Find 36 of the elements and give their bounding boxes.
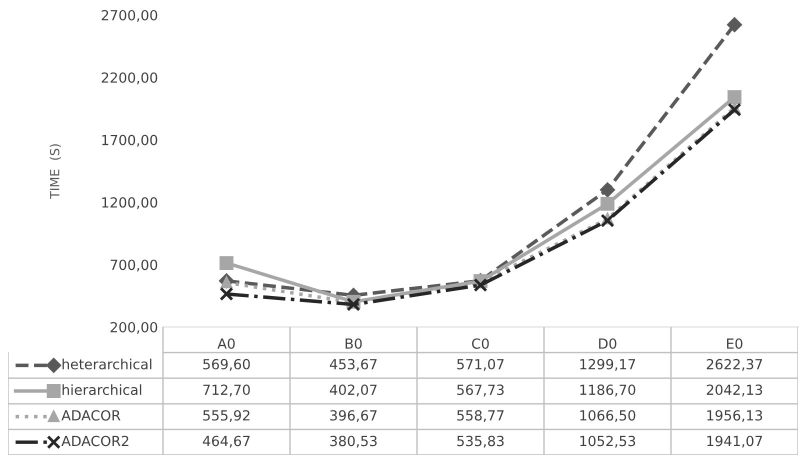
data-label: 1956,13 bbox=[707, 410, 762, 422]
data-label: 569,60 bbox=[203, 358, 250, 371]
y-tick-label: 2200,00 bbox=[102, 72, 158, 84]
data-label: 1186,70 bbox=[580, 384, 636, 396]
y-tick-label: 1200,00 bbox=[102, 197, 158, 210]
y-axis-title: TIME (S) bbox=[50, 144, 61, 199]
data-label: 396,67 bbox=[330, 410, 377, 422]
data-label: 380,53 bbox=[330, 436, 377, 448]
data-label: 1052,53 bbox=[580, 436, 636, 448]
x-tick-label: C0 bbox=[472, 338, 489, 349]
legend-label: hierarchical bbox=[62, 384, 142, 396]
data-label: 402,07 bbox=[330, 384, 377, 396]
legend-label: ADACOR bbox=[61, 410, 120, 421]
y-tick-label: 2700,00 bbox=[102, 10, 158, 22]
data-label: 535,83 bbox=[457, 436, 504, 448]
data-label: 712,70 bbox=[203, 384, 250, 396]
data-label: 567,73 bbox=[457, 384, 504, 396]
legend-label: heterarchical bbox=[62, 358, 152, 370]
data-label: 555,92 bbox=[203, 410, 250, 422]
x-tick-label: B0 bbox=[346, 338, 362, 349]
data-label: 1941,07 bbox=[707, 436, 762, 448]
data-label: 2042,13 bbox=[706, 384, 762, 396]
data-label: 571,07 bbox=[457, 358, 504, 371]
data-label: 1066,50 bbox=[580, 410, 636, 422]
y-tick-label: 200,00 bbox=[110, 322, 158, 334]
data-label: 453,67 bbox=[330, 358, 377, 371]
data-label: 1299,17 bbox=[580, 358, 636, 371]
legend-label: ADACOR2 bbox=[61, 436, 128, 446]
data-label: 2622,37 bbox=[706, 358, 762, 371]
data-label: 464,67 bbox=[202, 436, 250, 448]
y-tick-label: 1700,00 bbox=[102, 134, 158, 147]
x-tick-label: D0 bbox=[599, 338, 616, 349]
data-label: 558,77 bbox=[457, 410, 504, 422]
x-tick-label: A0 bbox=[217, 338, 235, 349]
x-tick-label: E0 bbox=[727, 338, 742, 349]
y-tick-label: 700,00 bbox=[110, 260, 158, 272]
